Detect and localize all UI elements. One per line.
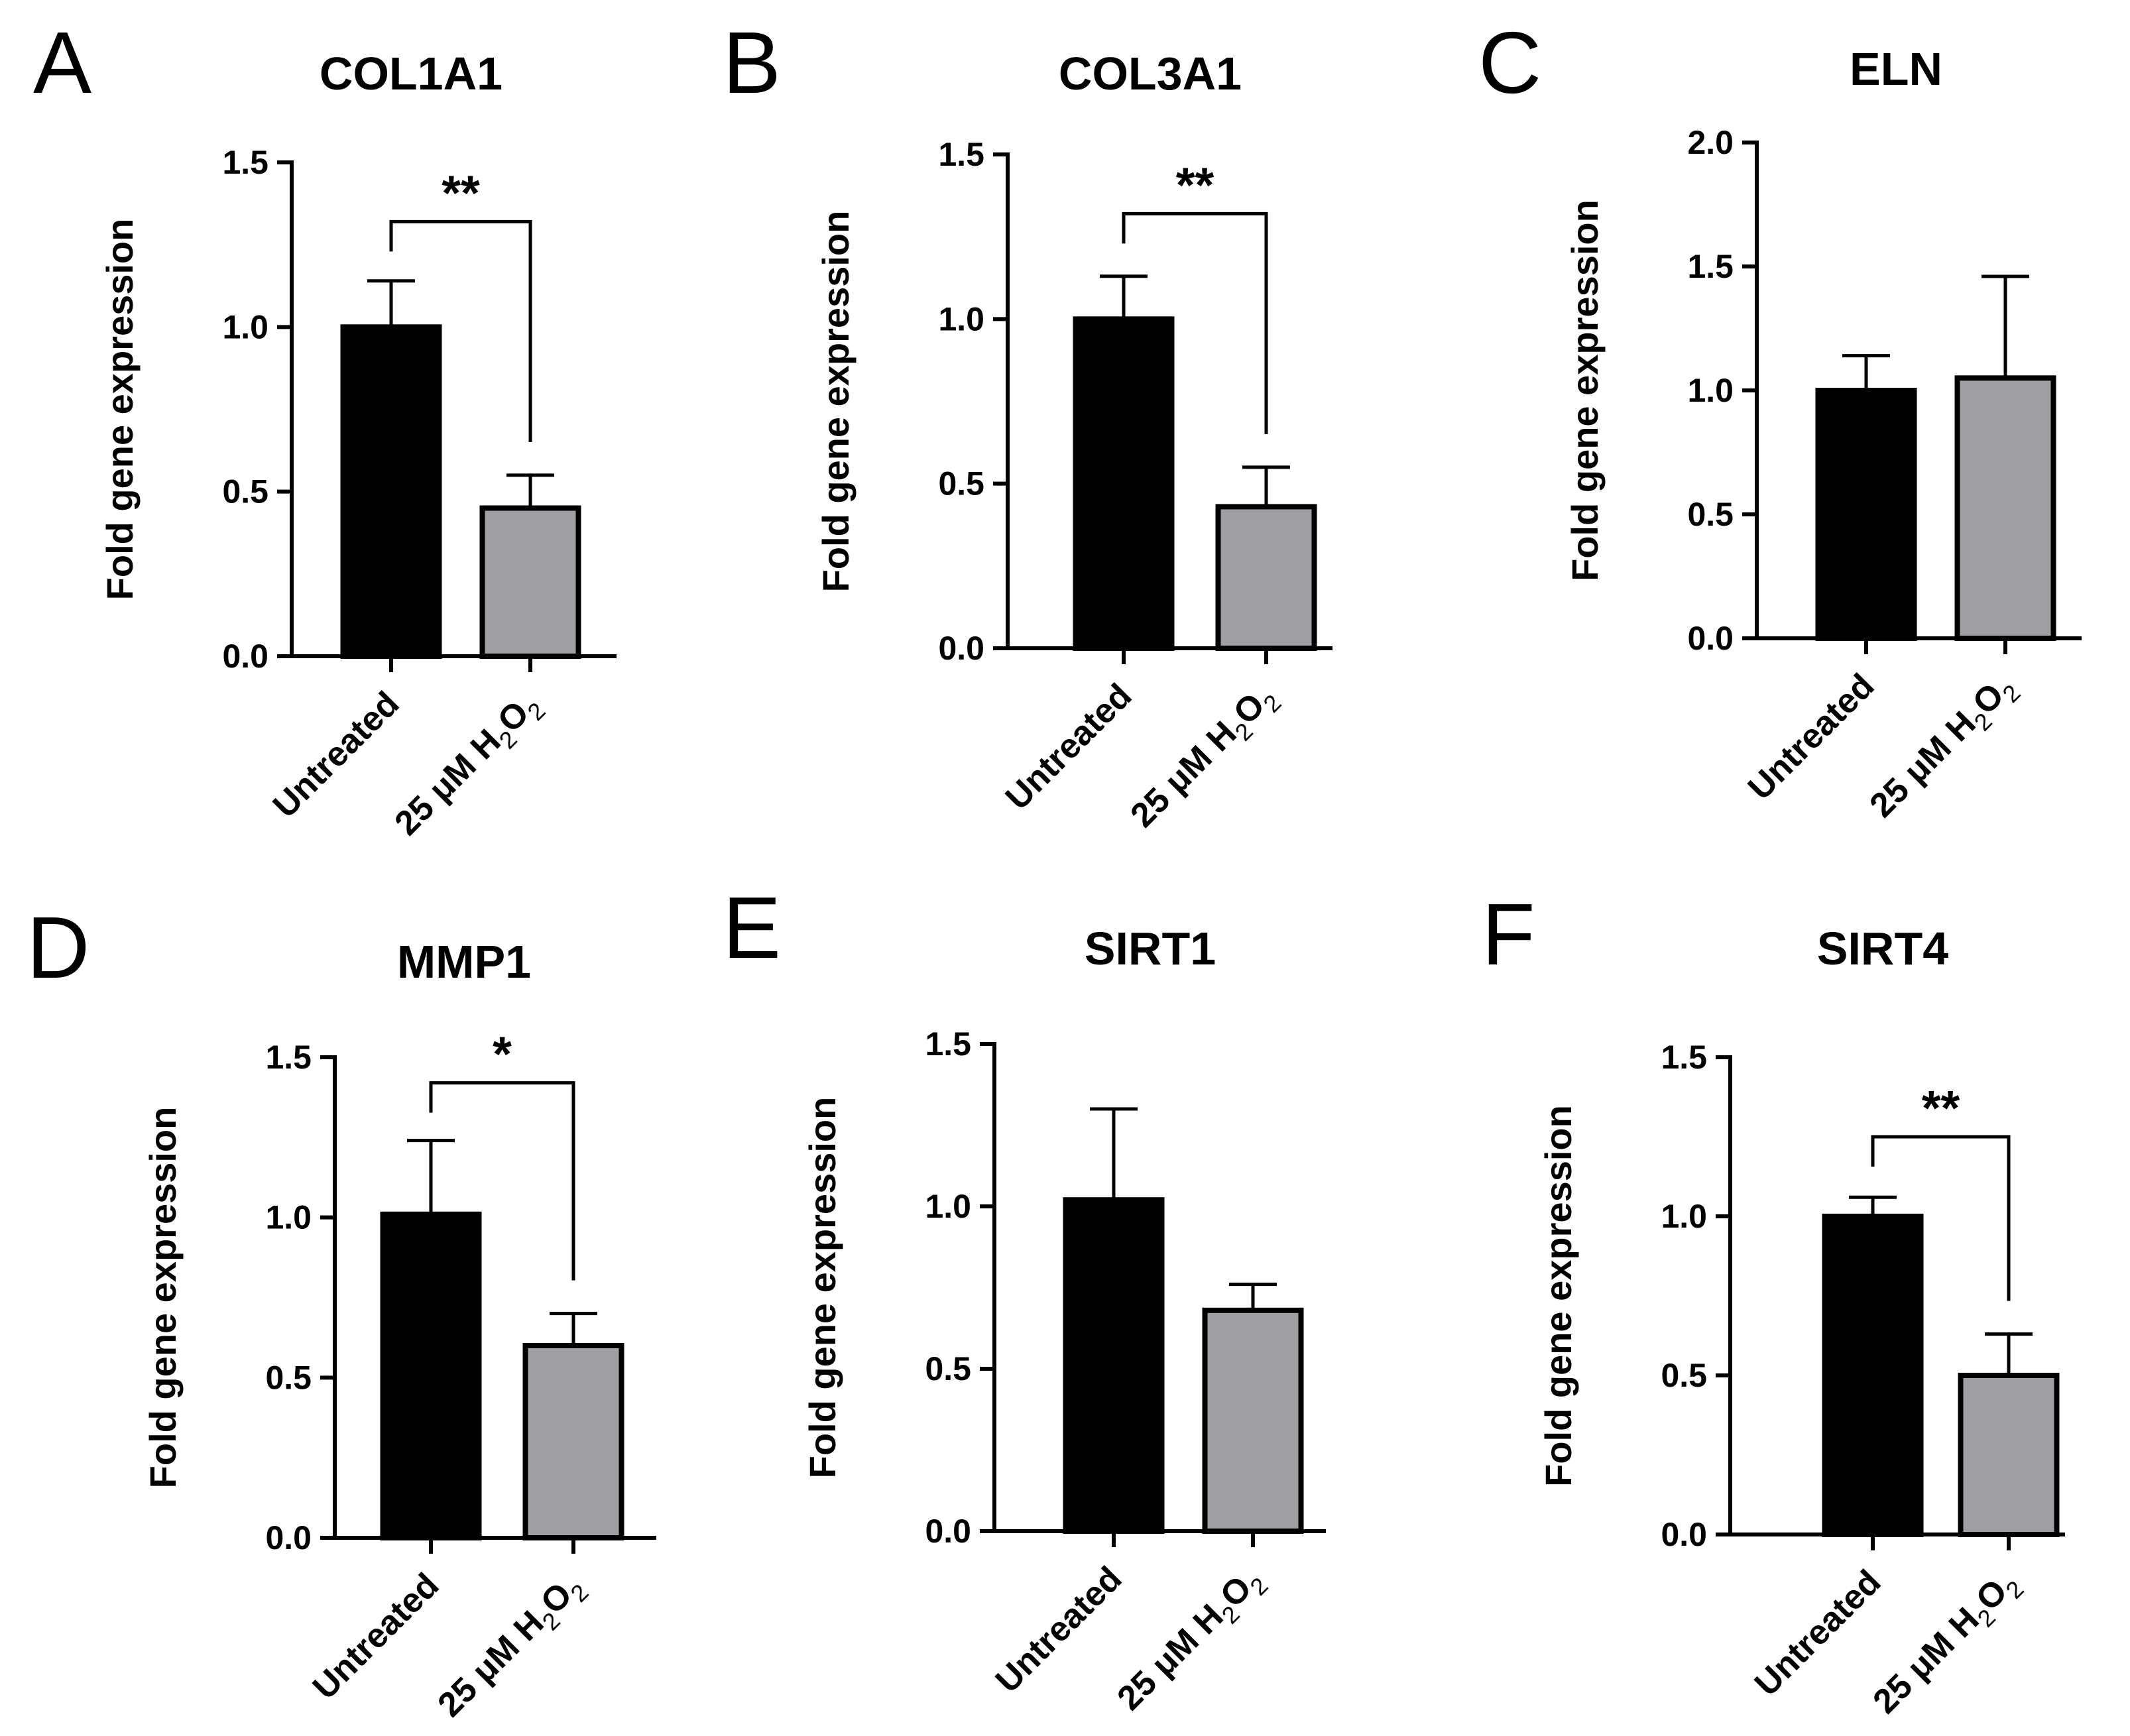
panel-letter: D [27, 899, 89, 996]
y-axis-label: Fold gene expression [99, 219, 141, 601]
y-tick-label: 1.0 [1687, 372, 1734, 409]
y-tick-label: 1.0 [265, 1199, 312, 1236]
chart-panel-d: D MMP1 Fold gene expression 0.0 0.5 1.0 1.5 Unt… [27, 899, 656, 1729]
bar-untreated [340, 324, 442, 659]
y-tick-label: 1.5 [1687, 248, 1734, 285]
bar-treated [479, 505, 581, 659]
bar-treated [1202, 1307, 1304, 1534]
x-tick-label: 25 μM H2O2 [1866, 1562, 2029, 1725]
x-tick-label: 25 μM H2O2 [1110, 1559, 1273, 1722]
x-tick-label: 25 μM H2O2 [431, 1566, 594, 1729]
bar-untreated [1073, 316, 1175, 651]
y-tick-label: 0.0 [938, 630, 984, 667]
y-tick-label: 0.5 [265, 1359, 312, 1396]
significance-bracket [1122, 211, 1268, 434]
significance-bracket [1871, 1135, 2011, 1301]
y-tick-label: 1.0 [1661, 1198, 1707, 1235]
chart-panel-c: C ELN Fold gene expression 0.0 0.5 1.0 1.5 2.0 U… [1478, 14, 2082, 829]
bar-untreated [1815, 388, 1917, 641]
panel-letter: B [723, 14, 781, 111]
y-tick-label: 1.5 [938, 136, 984, 173]
chart-panel-a: A COL1A1 Fold gene expression 0.0 0.5 1.0 1.5 U… [33, 14, 617, 847]
bar-treated [1215, 504, 1317, 652]
chart-title: MMP1 [397, 936, 531, 988]
y-tick-label: 0.5 [1661, 1357, 1707, 1394]
x-tick-label: Untreated [266, 684, 407, 825]
panel-letter: E [723, 879, 781, 976]
significance-bracket [429, 1081, 575, 1281]
y-tick-label: 1.5 [925, 1025, 971, 1063]
chart-title: SIRT4 [1817, 923, 1948, 974]
bar-treated [1958, 1373, 2060, 1537]
chart-panel-f: F SIRT4 Fold gene expression 0.0 0.5 1.0 1.5 Un… [1482, 886, 2065, 1725]
y-tick-label: 0.0 [1661, 1516, 1707, 1553]
x-tick-label: 25 μM H2O2 [1124, 676, 1287, 839]
significance-marker: ** [442, 165, 480, 220]
y-tick-label: 2.0 [1687, 124, 1734, 161]
chart-title: SIRT1 [1085, 923, 1216, 974]
significance-marker: * [493, 1027, 512, 1082]
y-tick-label: 1.0 [222, 308, 268, 345]
panel-letter: A [33, 14, 91, 111]
chart-title: COL3A1 [1059, 48, 1242, 99]
x-tick-label: Untreated [306, 1566, 447, 1707]
y-axis-label: Fold gene expression [1564, 200, 1606, 581]
panel-letter: F [1482, 886, 1535, 983]
significance-bracket [389, 219, 532, 442]
chart-title: COL1A1 [320, 48, 503, 99]
y-tick-label: 1.0 [925, 1188, 971, 1225]
y-tick-label: 1.5 [222, 144, 268, 181]
significance-marker: ** [1176, 157, 1214, 212]
chart-panel-b: B COL3A1 Fold gene expression 0.0 0.5 1.0 1.5 U… [723, 14, 1332, 839]
y-tick-label: 0.0 [222, 638, 268, 675]
y-tick-label: 0.5 [222, 473, 268, 510]
bar-treated [522, 1343, 624, 1540]
x-tick-label: Untreated [1741, 666, 1882, 807]
significance-marker: ** [1922, 1080, 1960, 1135]
x-tick-label: Untreated [988, 1559, 1130, 1700]
bar-untreated [1063, 1197, 1165, 1534]
y-tick-label: 0.5 [1687, 496, 1734, 533]
x-tick-label: Untreated [1747, 1562, 1889, 1704]
y-tick-label: 1.0 [938, 300, 984, 337]
bar-untreated [1822, 1214, 1924, 1537]
x-tick-label: 25 μM H2O2 [388, 684, 551, 847]
panel-letter: C [1478, 14, 1541, 111]
chart-title: ELN [1850, 43, 1942, 95]
x-tick-label: 25 μM H2O2 [1863, 666, 2026, 829]
y-tick-label: 0.0 [1687, 620, 1734, 657]
y-axis-label: Fold gene expression [1537, 1105, 1579, 1487]
y-tick-label: 0.0 [265, 1519, 312, 1556]
x-tick-label: Untreated [998, 676, 1140, 817]
bar-treated [1954, 375, 2056, 641]
chart-panel-e: E SIRT1 Fold gene expression 0.0 0.5 1.0 1.5 Un… [723, 879, 1326, 1722]
y-tick-label: 1.5 [1661, 1039, 1707, 1076]
y-tick-label: 0.5 [925, 1350, 971, 1387]
y-axis-label: Fold gene expression [801, 1097, 843, 1479]
y-axis-label: Fold gene expression [815, 211, 857, 593]
y-tick-label: 0.0 [925, 1513, 971, 1550]
bar-untreated [380, 1211, 482, 1541]
y-axis-label: Fold gene expression [142, 1107, 184, 1489]
y-tick-label: 1.5 [265, 1039, 312, 1076]
y-tick-label: 0.5 [938, 465, 984, 502]
